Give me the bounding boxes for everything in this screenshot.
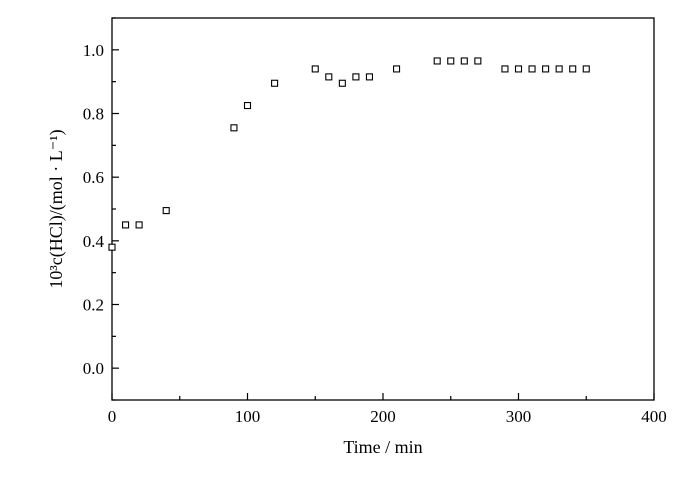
y-tick-label: 0.6: [83, 168, 104, 187]
x-tick-label: 400: [641, 407, 667, 426]
x-axis-title: Time / min: [343, 437, 422, 457]
data-point: [338, 79, 346, 87]
data-point: [108, 243, 116, 251]
data-point: [501, 65, 509, 73]
data-point: [243, 101, 252, 110]
x-tick-label: 200: [370, 407, 396, 426]
data-point: [230, 124, 238, 132]
y-tick-label: 0.2: [83, 296, 104, 315]
y-tick-label: 0.4: [83, 232, 105, 251]
data-point: [433, 57, 441, 65]
data-point: [325, 73, 333, 81]
data-point: [135, 221, 143, 229]
x-tick-label: 300: [506, 407, 532, 426]
data-point: [582, 65, 590, 73]
data-point: [569, 65, 577, 73]
x-axis-ticks: 0 100 200 300 400: [108, 393, 667, 426]
data-point: [528, 65, 536, 73]
data-point: [474, 57, 482, 65]
data-point: [555, 65, 563, 73]
data-point: [365, 73, 374, 81]
data-point: [162, 207, 170, 215]
data-point: [542, 65, 550, 73]
y-axis-title: 10³c(HCl)/(mol · L⁻¹): [46, 129, 67, 288]
y-tick-label: 0.8: [83, 105, 104, 124]
data-point: [447, 57, 455, 65]
x-tick-label: 0: [108, 407, 117, 426]
y-tick-label: 1.0: [83, 41, 104, 60]
data-points: [108, 57, 590, 251]
y-tick-label: 0.0: [83, 359, 104, 378]
data-point: [460, 57, 468, 65]
data-point: [311, 65, 319, 73]
data-point: [514, 65, 523, 73]
data-point: [271, 79, 279, 87]
x-tick-label: 100: [235, 407, 261, 426]
plot-frame: [111, 17, 655, 401]
data-point: [352, 73, 360, 81]
data-point: [122, 221, 130, 229]
y-axis-ticks: 0.0 0.2 0.4 0.6 0.8 1.0: [83, 17, 119, 401]
data-point: [392, 65, 401, 73]
